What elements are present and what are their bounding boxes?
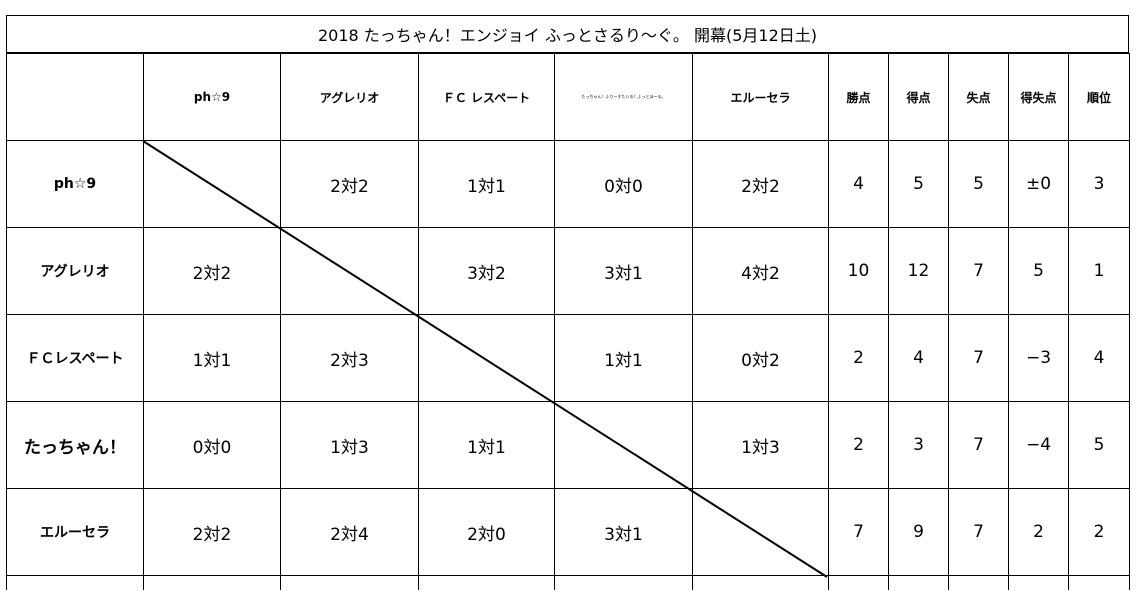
col-header-goal-difference: 得失点 bbox=[1008, 53, 1069, 141]
table-row: ph☆9 2対2 1対1 0対0 2対2 4 5 5 ±0 3 bbox=[6, 140, 1130, 228]
result-cell bbox=[418, 314, 555, 402]
col-header-rank: 順位 bbox=[1068, 53, 1130, 141]
goal-difference-cell: ±0 bbox=[1008, 140, 1069, 228]
result-cell: 3対1 bbox=[554, 227, 693, 315]
result-cell: 1対1 bbox=[418, 401, 555, 489]
goals-for-cell: 9 bbox=[888, 488, 949, 576]
goals-for-cell: 12 bbox=[888, 227, 949, 315]
sheet-title: 2018 たっちゃん！エンジョイ ふっとさるり〜ぐ。 開幕(5月12日土) bbox=[6, 15, 1129, 53]
result-cell bbox=[280, 227, 419, 315]
rank-cell: 1 bbox=[1068, 227, 1130, 315]
goals-for-cell: 3 bbox=[888, 401, 949, 489]
col-header-team: ph☆9 bbox=[143, 53, 281, 141]
col-header-points: 勝点 bbox=[828, 53, 889, 141]
result-cell: 1対1 bbox=[143, 314, 281, 402]
result-cell: 2対2 bbox=[692, 140, 829, 228]
rank-cell: 4 bbox=[1068, 314, 1130, 402]
rank-cell: 5 bbox=[1068, 401, 1130, 489]
result-cell: 2対3 bbox=[280, 314, 419, 402]
result-cell: 0対2 bbox=[692, 314, 829, 402]
result-cell: 1対3 bbox=[692, 401, 829, 489]
result-cell bbox=[692, 488, 829, 576]
result-cell bbox=[554, 401, 693, 489]
points-cell: 2 bbox=[828, 314, 889, 402]
goals-for-cell: 5 bbox=[888, 140, 949, 228]
col-header-goals-against: 失点 bbox=[948, 53, 1009, 141]
points-cell: 10 bbox=[828, 227, 889, 315]
result-cell: 2対0 bbox=[418, 488, 555, 576]
result-cell: 1対3 bbox=[280, 401, 419, 489]
result-cell: 2対4 bbox=[280, 488, 419, 576]
goal-difference-cell: 5 bbox=[1008, 227, 1069, 315]
results-table: ph☆9 アグレリオ ＦＣ レスペート たっちゃん！ふりーすたいる？ふっとぼーる… bbox=[6, 53, 1130, 590]
row-header-team: たっちゃん！ bbox=[6, 401, 144, 489]
result-cell: 2対2 bbox=[143, 488, 281, 576]
goal-difference-cell: 2 bbox=[1008, 488, 1069, 576]
result-cell: 2対2 bbox=[280, 140, 419, 228]
points-cell: 2 bbox=[828, 401, 889, 489]
points-cell: 7 bbox=[828, 488, 889, 576]
goal-difference-cell: −3 bbox=[1008, 314, 1069, 402]
header-row: ph☆9 アグレリオ ＦＣ レスペート たっちゃん！ふりーすたいる？ふっとぼーる… bbox=[6, 53, 1130, 141]
result-cell: 0対0 bbox=[143, 401, 281, 489]
goals-against-cell: 7 bbox=[948, 227, 1009, 315]
result-cell: 2対2 bbox=[143, 227, 281, 315]
goals-against-cell: 7 bbox=[948, 314, 1009, 402]
table-row: エルーセラ 2対2 2対4 2対0 3対1 7 9 7 2 2 bbox=[6, 488, 1130, 576]
result-cell: 3対1 bbox=[554, 488, 693, 576]
result-cell: 4対2 bbox=[692, 227, 829, 315]
rank-cell: 3 bbox=[1068, 140, 1130, 228]
row-header-team: アグレリオ bbox=[6, 227, 144, 315]
goal-difference-cell: −4 bbox=[1008, 401, 1069, 489]
col-header-team: エルーセラ bbox=[692, 53, 829, 141]
result-cell: 3対2 bbox=[418, 227, 555, 315]
rank-cell: 2 bbox=[1068, 488, 1130, 576]
result-cell: 1対1 bbox=[418, 140, 555, 228]
col-header-team: たっちゃん！ふりーすたいる？ふっとぼーる。 bbox=[554, 53, 693, 141]
result-cell bbox=[143, 140, 281, 228]
goals-against-cell: 5 bbox=[948, 140, 1009, 228]
result-cell: 0対0 bbox=[554, 140, 693, 228]
result-cell: 1対1 bbox=[554, 314, 693, 402]
points-cell: 4 bbox=[828, 140, 889, 228]
table-row: たっちゃん！ 0対0 1対3 1対1 1対3 2 3 7 −4 5 bbox=[6, 401, 1130, 489]
table-row: ＦＣレスペート 1対1 2対3 1対1 0対2 2 4 7 −3 4 bbox=[6, 314, 1130, 402]
goals-against-cell: 7 bbox=[948, 488, 1009, 576]
col-header-team: ＦＣ レスペート bbox=[418, 53, 555, 141]
table-row: アグレリオ 2対2 3対2 3対1 4対2 10 12 7 5 1 bbox=[6, 227, 1130, 315]
row-header-team: エルーセラ bbox=[6, 488, 144, 576]
corner-cell bbox=[6, 53, 144, 141]
col-header-goals-for: 得点 bbox=[888, 53, 949, 141]
row-header-team: ph☆9 bbox=[6, 140, 144, 228]
goals-against-cell: 7 bbox=[948, 401, 1009, 489]
row-header-team: ＦＣレスペート bbox=[6, 314, 144, 402]
goals-for-cell: 4 bbox=[888, 314, 949, 402]
col-header-team: アグレリオ bbox=[280, 53, 419, 141]
empty-next-row bbox=[6, 575, 1130, 590]
